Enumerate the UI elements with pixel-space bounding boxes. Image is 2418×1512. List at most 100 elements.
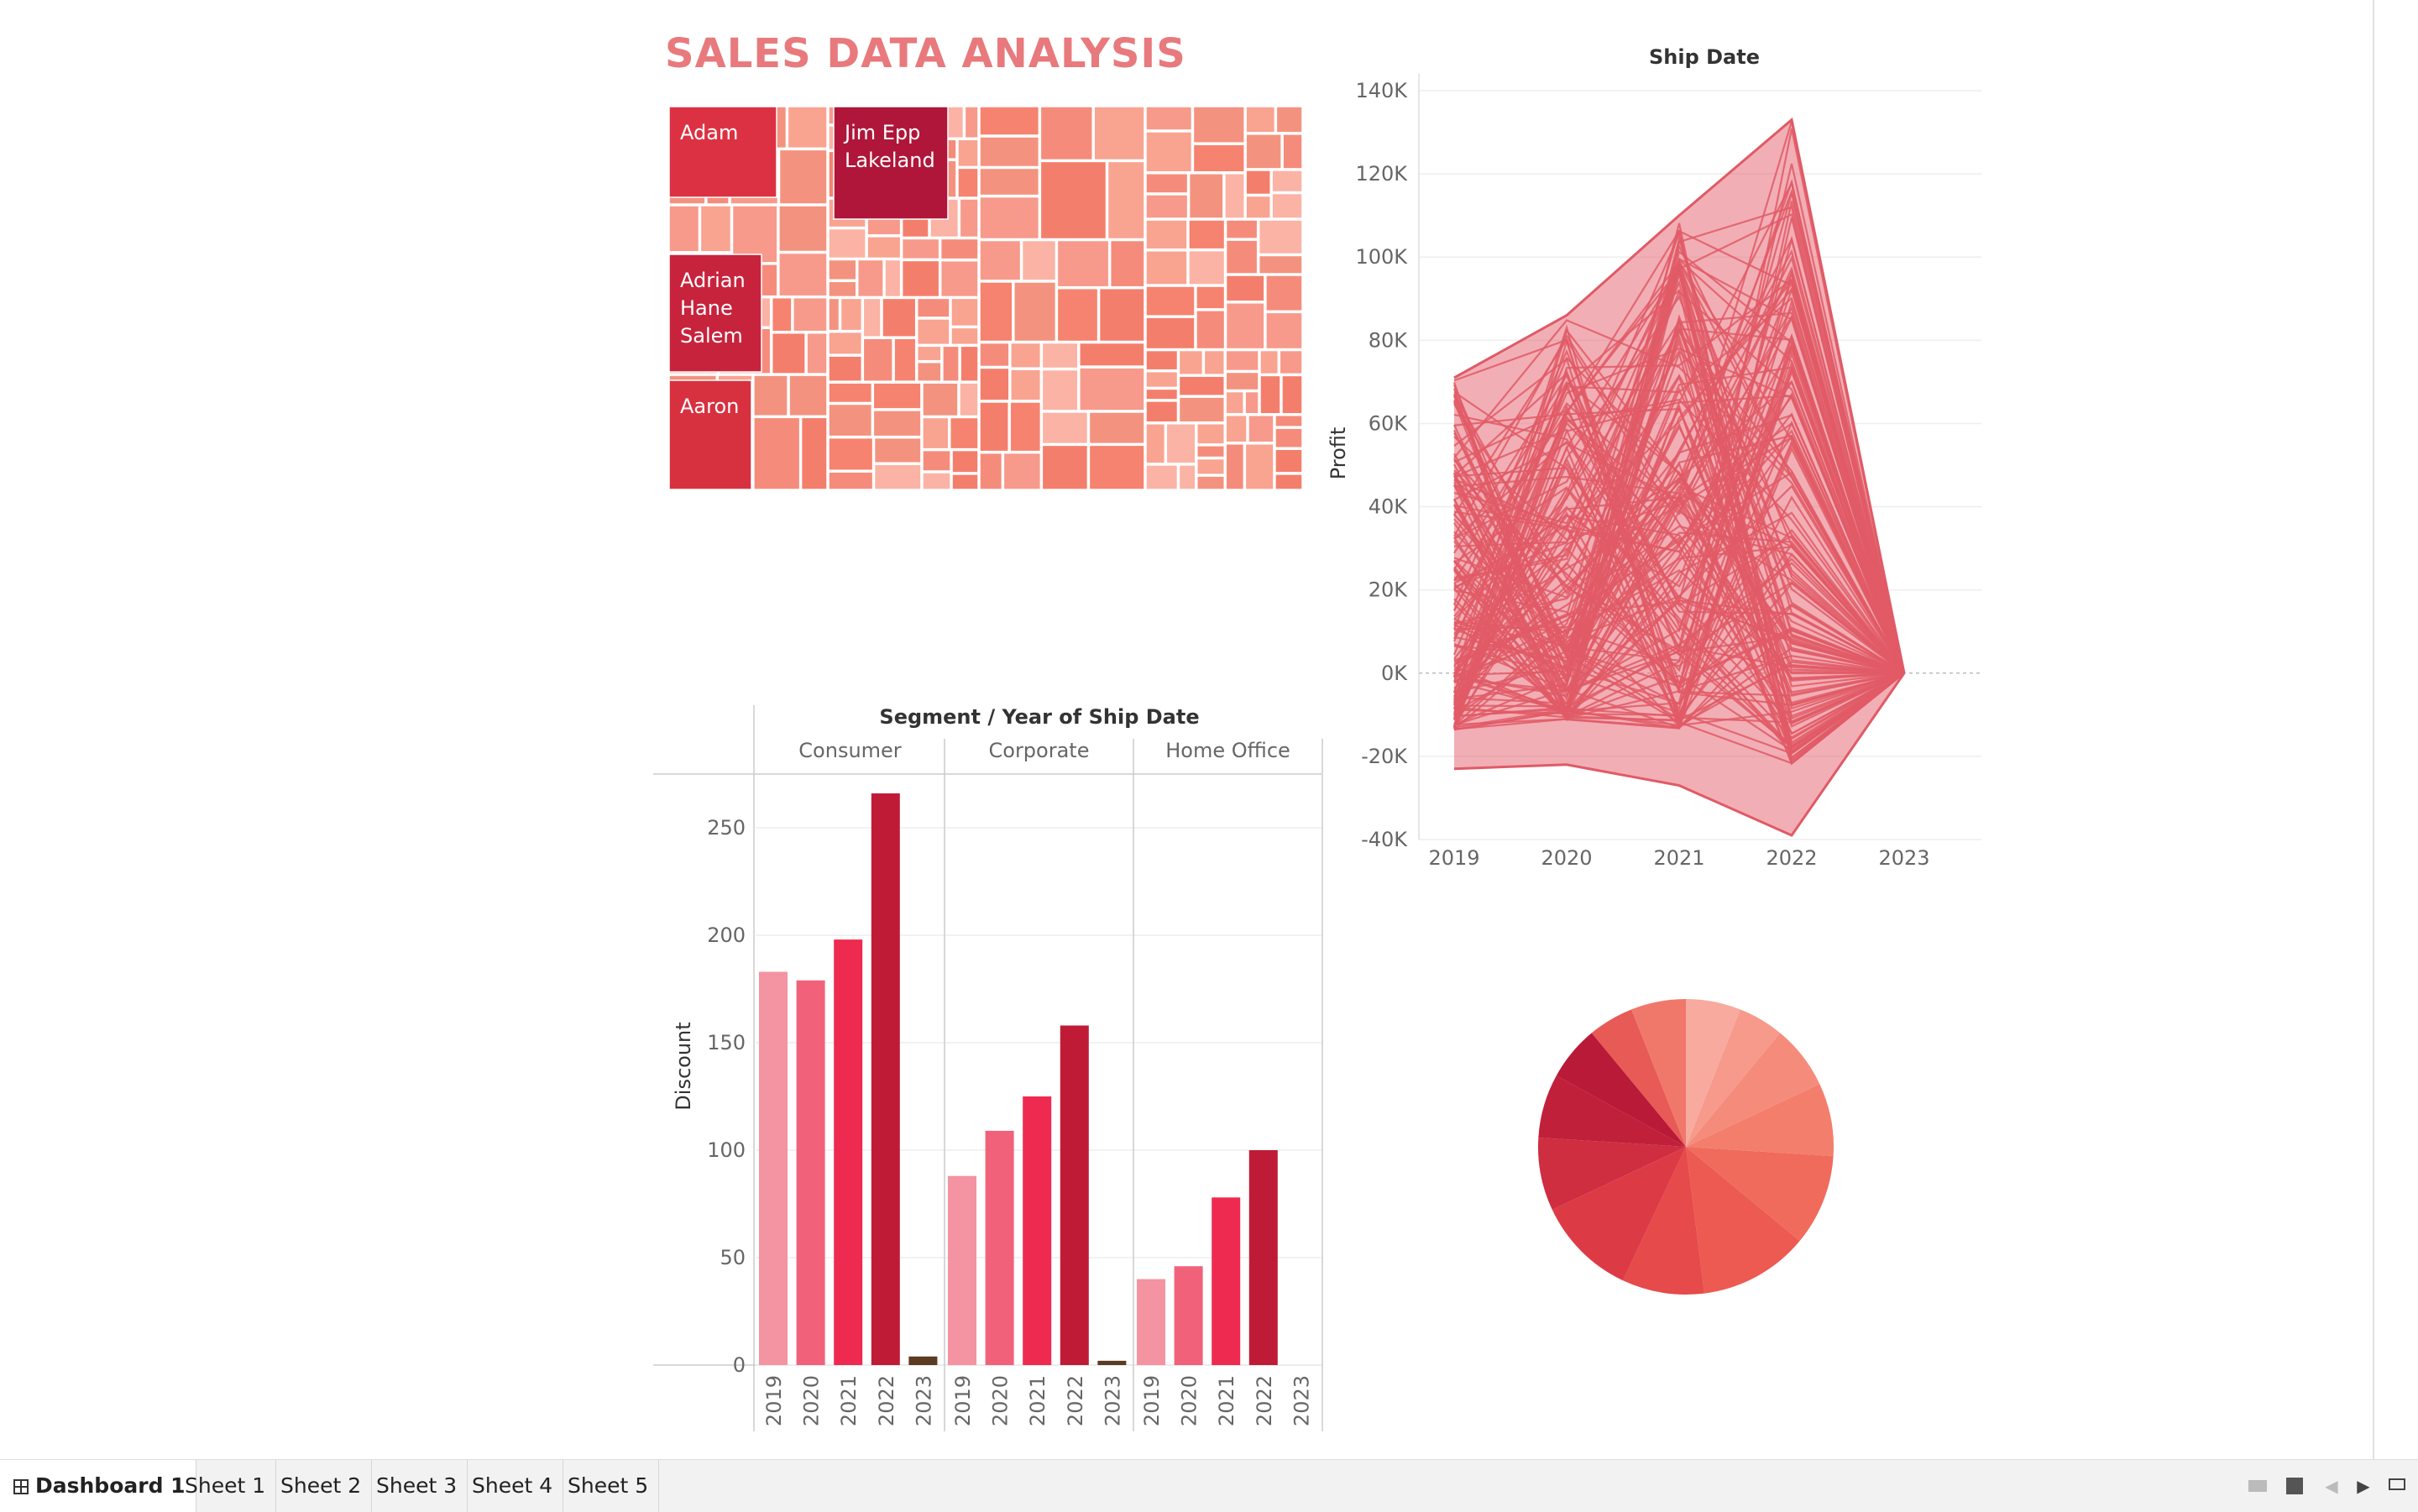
- profit-line-chart[interactable]: Ship Date Profit 140K 120K 100K 80K 60K 40K 20K 0…: [1310, 34, 2015, 873]
- treemap-tile: [1258, 219, 1303, 255]
- treemap-tile: [957, 139, 979, 168]
- x-tick-label: 2023: [1290, 1375, 1313, 1426]
- profit-series-line: [1452, 398, 1905, 714]
- treemap-tile: [1192, 106, 1245, 144]
- profit-series-line: [1453, 314, 1905, 726]
- discount-bar: [871, 793, 900, 1365]
- next-sheet-icon[interactable]: ▶: [2357, 1476, 2370, 1496]
- treemap-label: Hane: [680, 296, 733, 320]
- segment-header: Corporate: [989, 739, 1090, 762]
- profit-series-line: [1453, 672, 1905, 752]
- treemap-tile: [979, 342, 1010, 368]
- treemap-tile: [1041, 369, 1079, 411]
- tab-dashboard-1[interactable]: Dashboard 1: [0, 1460, 196, 1512]
- x-tick-label: 2023: [1101, 1375, 1124, 1426]
- treemap-tile: [882, 297, 917, 337]
- profit-series-line: [1453, 486, 1905, 678]
- treemap-tile-highlight: [668, 106, 777, 198]
- discount-bar-chart[interactable]: Segment / Year of Ship Date Discount 0 50 10…: [653, 697, 1325, 1436]
- x-tick-label: 2019: [1140, 1375, 1164, 1426]
- discount-bar: [1060, 1025, 1089, 1365]
- treemap-chart[interactable]: Adam Jim Epp Lakeland Adrian Hane Salem Aaron: [668, 106, 1303, 490]
- profit-series-line: [1453, 446, 1905, 729]
- treemap-tile: [873, 463, 922, 490]
- treemap-tile: [1203, 349, 1225, 375]
- treemap-tile: [1244, 443, 1274, 490]
- treemap-tile: [1259, 374, 1281, 415]
- treemap-tile: [1079, 367, 1145, 411]
- treemap-tile: [787, 106, 828, 149]
- tab-sheet-3[interactable]: Sheet 3: [366, 1460, 468, 1512]
- line-chart-title: Ship Date: [1649, 45, 1760, 69]
- treemap-tile: [979, 452, 1003, 490]
- treemap-tile: [866, 236, 902, 259]
- treemap-tile: [828, 280, 857, 298]
- treemap-tile: [1279, 349, 1303, 375]
- treemap-tile: [979, 367, 1010, 401]
- treemap-tile: [1021, 239, 1057, 281]
- treemap-tile: [806, 332, 828, 374]
- treemap-tile: [979, 196, 1040, 240]
- profit-series-line: [1452, 462, 1905, 749]
- discount-bar: [759, 971, 788, 1365]
- treemap-tile: [922, 449, 951, 472]
- profit-series-line: [1453, 342, 1906, 718]
- treemap-tile: [1196, 310, 1226, 350]
- y-tick-label: 200: [707, 923, 746, 947]
- pie-slice: [1538, 1075, 1686, 1147]
- x-tick-label: 2019: [762, 1375, 786, 1426]
- profit-series-line: [1452, 212, 1906, 683]
- discount-bar: [796, 980, 825, 1365]
- x-tick-label: 2021: [1215, 1375, 1238, 1426]
- show-filmstrip-icon[interactable]: [2247, 1475, 2269, 1497]
- tab-sheet-4[interactable]: Sheet 4: [462, 1460, 564, 1512]
- treemap-tile: [1196, 475, 1225, 490]
- treemap-tile: [1145, 173, 1189, 194]
- treemap-tile: [862, 297, 882, 337]
- treemap-tile: [1245, 170, 1271, 196]
- x-tick-label: 2020: [989, 1375, 1013, 1426]
- x-tick-label: 2019: [951, 1375, 975, 1426]
- treemap-tile: [951, 473, 979, 490]
- treemap-tile: [1274, 448, 1303, 473]
- presentation-mode-icon[interactable]: [2386, 1475, 2408, 1497]
- profit-series-line: [1453, 287, 1906, 686]
- tab-label: Sheet 2: [280, 1473, 362, 1498]
- show-sheet-tabs-icon[interactable]: [2284, 1475, 2305, 1497]
- treemap-tile: [922, 382, 959, 417]
- y-tick-label: 40K: [1369, 495, 1409, 519]
- bar-chart-ylabel: Discount: [672, 1022, 695, 1110]
- profit-series-line: [1453, 317, 1905, 708]
- treemap-tile: [1225, 239, 1259, 275]
- treemap-tile: [916, 297, 950, 318]
- treemap-tile: [1145, 317, 1196, 350]
- pie-slice: [1686, 1033, 1820, 1147]
- treemap-tile: [1056, 239, 1110, 288]
- profit-series-line: [1453, 249, 1906, 674]
- treemap-tile: [901, 238, 940, 260]
- treemap-tile: [1225, 390, 1244, 415]
- pie-chart[interactable]: [1535, 996, 1837, 1298]
- treemap-tile: [1039, 106, 1093, 161]
- treemap-tile: [916, 345, 942, 362]
- y-tick-label: 250: [707, 816, 746, 840]
- profit-series-line: [1453, 333, 1905, 688]
- dashboard-title: SALES DATA ANALYSIS: [665, 30, 1186, 77]
- treemap-tile: [1165, 423, 1196, 464]
- previous-sheet-icon[interactable]: ◀: [2325, 1476, 2338, 1496]
- segment-header: Home Office: [1165, 739, 1290, 762]
- tab-sheet-2[interactable]: Sheet 2: [270, 1460, 373, 1512]
- treemap-tile: [1225, 275, 1265, 302]
- x-tick-label: 2022: [1766, 846, 1817, 870]
- treemap-tile: [1225, 371, 1259, 391]
- tab-sheet-5[interactable]: Sheet 5: [557, 1460, 660, 1512]
- profit-series-line: [1453, 306, 1906, 674]
- tab-sheet-1[interactable]: Sheet 1: [175, 1460, 277, 1512]
- treemap-tile: [945, 106, 965, 139]
- y-tick-label: 140K: [1355, 79, 1408, 102]
- treemap-tile: [960, 345, 979, 382]
- treemap-tile: [1271, 170, 1303, 193]
- tab-label: Sheet 4: [472, 1473, 553, 1498]
- treemap-tile: [1259, 349, 1280, 375]
- treemap-tile: [1039, 160, 1107, 240]
